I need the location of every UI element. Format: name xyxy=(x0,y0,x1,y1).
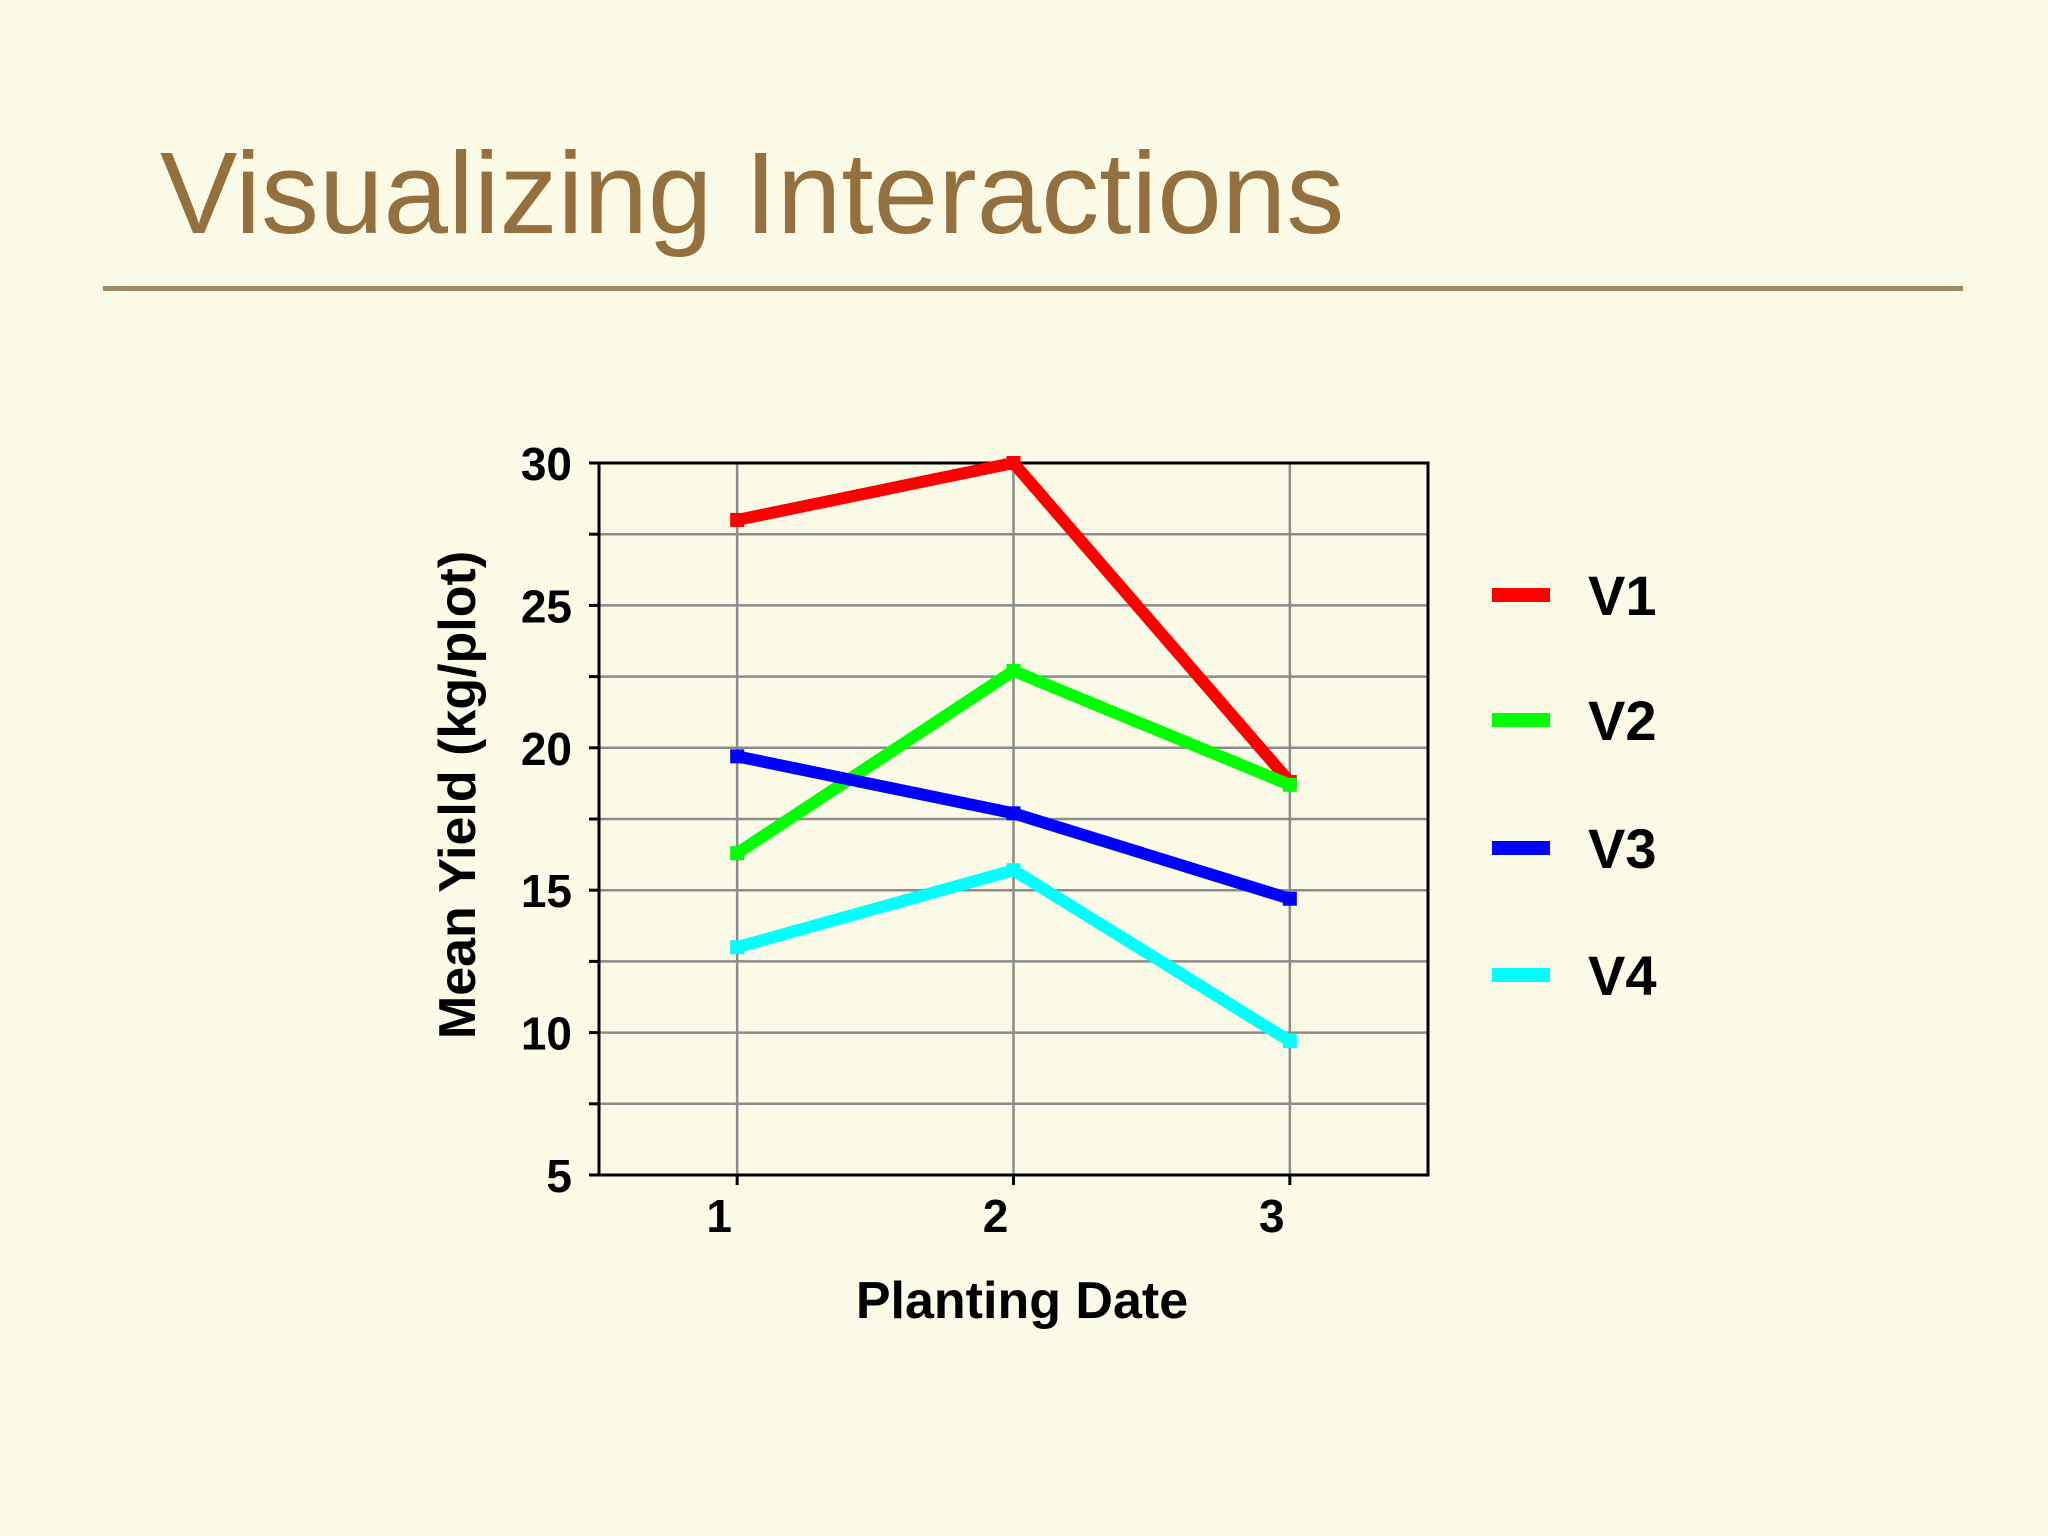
data-point-v2 xyxy=(1006,663,1021,678)
data-point-v3 xyxy=(1006,806,1021,821)
slide-title: Visualizing Interactions xyxy=(160,128,1345,258)
data-point-v4 xyxy=(730,940,745,955)
y-tick-label: 20 xyxy=(521,723,572,775)
x-tick-labels: 1 2 3 xyxy=(706,1190,1284,1242)
y-tick-label: 5 xyxy=(546,1150,572,1202)
x-axis-label: Planting Date xyxy=(856,1272,1188,1330)
data-point-v4 xyxy=(1282,1034,1297,1049)
y-tick-labels: 5 10 15 20 25 30 xyxy=(521,438,572,1202)
y-tick-label: 25 xyxy=(521,580,572,632)
y-axis-label: Mean Yield (kg/plot) xyxy=(429,551,487,1039)
data-point-v3 xyxy=(730,749,745,764)
data-point-v1 xyxy=(1006,456,1021,470)
y-tick-label: 15 xyxy=(521,865,572,917)
y-tick-label: 30 xyxy=(521,438,572,490)
data-point-v1 xyxy=(730,512,745,527)
data-point-v2 xyxy=(730,846,745,861)
title-divider xyxy=(103,286,1963,291)
x-tick-label: 1 xyxy=(706,1190,732,1242)
y-tick-label: 10 xyxy=(521,1008,572,1060)
plot-frame xyxy=(589,461,1430,1185)
series-lines xyxy=(730,456,1297,1049)
x-tick-label: 3 xyxy=(1259,1190,1285,1242)
data-point-v3 xyxy=(1282,891,1297,906)
data-point-v4 xyxy=(1006,863,1021,878)
data-point-v2 xyxy=(1282,777,1297,792)
x-tick-label: 2 xyxy=(983,1190,1009,1242)
legend-label-v1: V1 xyxy=(1588,564,1657,627)
legend-label-v3: V3 xyxy=(1588,817,1657,880)
legend-label-v2: V2 xyxy=(1588,689,1657,752)
legend: V1 V2 V3 V4 xyxy=(1492,564,1657,1007)
legend-label-v4: V4 xyxy=(1588,944,1657,1007)
